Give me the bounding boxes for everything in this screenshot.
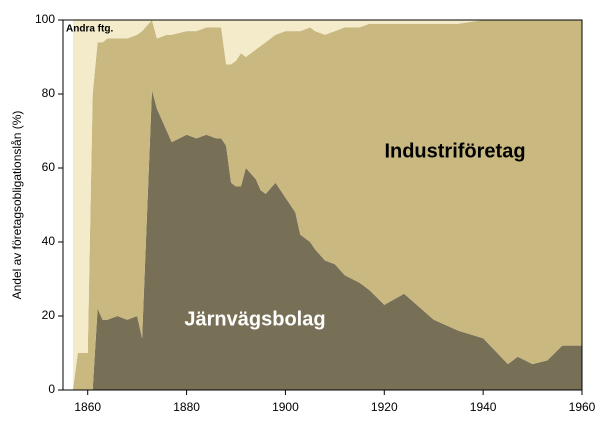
y-tick-label: 0 — [48, 382, 55, 396]
y-tick-label: 20 — [42, 308, 56, 322]
x-tick-label: 1880 — [173, 400, 200, 414]
area — [72, 20, 582, 390]
x-tick-label: 1960 — [569, 400, 596, 414]
plot-frame — [62, 19, 583, 391]
series-label: Industriföretag — [384, 140, 525, 162]
series-label: Andra ftg. — [66, 24, 113, 35]
y-tick-label: 80 — [42, 86, 56, 100]
x-tick-label: 1940 — [470, 400, 497, 414]
y-axis-label: Andel av företagsobligationslån (%) — [10, 111, 24, 300]
x-tick-label: 1900 — [272, 400, 299, 414]
area — [72, 90, 582, 391]
y-tick-label: 100 — [35, 12, 55, 26]
x-tick-label: 1920 — [371, 400, 398, 414]
series-label: Järnvägsbolag — [184, 308, 325, 330]
y-tick-label: 60 — [42, 160, 56, 174]
x-tick-label: 1860 — [74, 400, 101, 414]
y-tick-label: 40 — [42, 234, 56, 248]
